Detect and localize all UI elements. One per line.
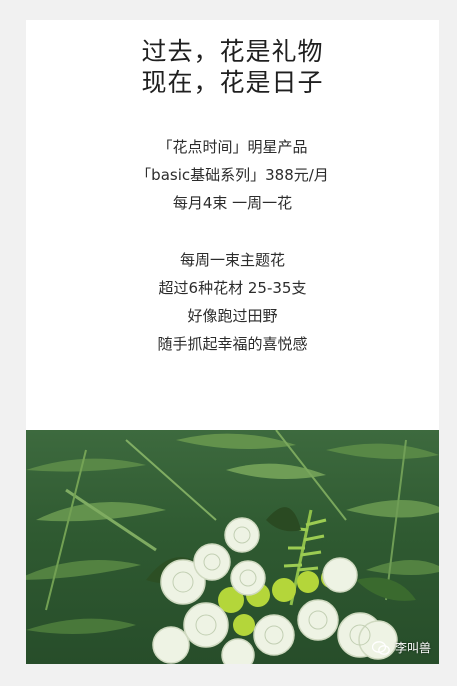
article-card: 过去，花是礼物 现在，花是日子 「花点时间」明星产品 「basic基础系列」38… [26, 20, 439, 664]
details-line-3: 好像跑过田野 [187, 307, 278, 325]
details-line-4: 随手抓起幸福的喜悦感 [157, 335, 308, 353]
details-block: 每周一束主题花 超过6种花材 25-35支 好像跑过田野 随手抓起幸福的喜悦感 [26, 246, 439, 358]
watermark-text: 李叫兽 [394, 641, 431, 655]
details-line-2: 超过6种花材 25-35支 [158, 279, 307, 297]
product-line-2: 「basic基础系列」388元/月 [136, 166, 329, 184]
product-block: 「花点时间」明星产品 「basic基础系列」388元/月 每月4束 一周一花 [26, 133, 439, 217]
headline: 过去，花是礼物 现在，花是日子 [26, 36, 439, 98]
bouquet-illustration [26, 430, 439, 664]
flower-bouquet-photo: 李叫兽 [26, 430, 439, 664]
product-line-1: 「花点时间」明星产品 [157, 138, 308, 156]
wechat-icon [371, 640, 390, 655]
headline-line-1: 过去，花是礼物 [141, 37, 324, 66]
details-line-1: 每周一束主题花 [179, 251, 285, 269]
watermark: 李叫兽 [371, 639, 431, 656]
headline-line-2: 现在，花是日子 [141, 68, 324, 97]
product-line-3: 每月4束 一周一花 [172, 194, 293, 212]
